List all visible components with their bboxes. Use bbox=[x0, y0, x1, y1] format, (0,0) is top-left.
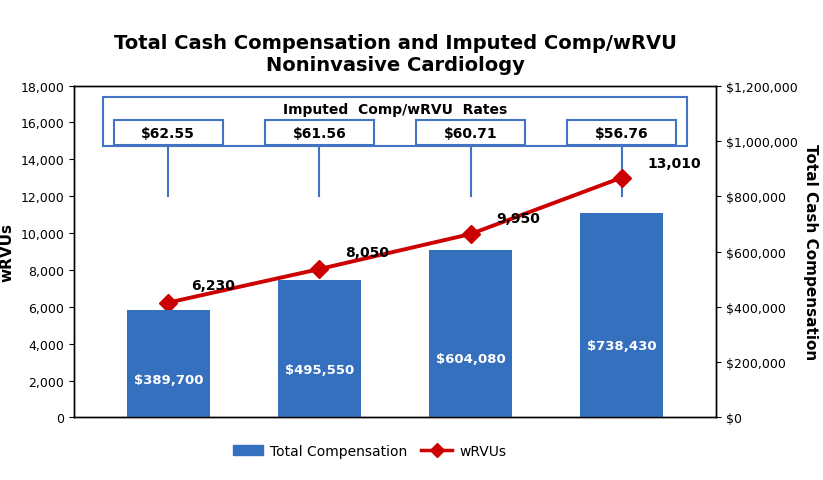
Bar bbox=[416, 121, 525, 145]
Text: $738,430: $738,430 bbox=[587, 340, 657, 353]
Y-axis label: wRVUs: wRVUs bbox=[0, 223, 15, 281]
Bar bbox=[429, 251, 512, 418]
Bar bbox=[127, 310, 210, 418]
Bar bbox=[567, 121, 677, 145]
Bar bbox=[580, 214, 663, 418]
Bar bbox=[114, 121, 223, 145]
Text: $56.76: $56.76 bbox=[595, 126, 649, 140]
Legend: Total Compensation, wRVUs: Total Compensation, wRVUs bbox=[227, 439, 511, 464]
Bar bbox=[265, 121, 374, 145]
Text: $389,700: $389,700 bbox=[133, 373, 203, 386]
Text: $61.56: $61.56 bbox=[292, 126, 346, 140]
Text: $604,080: $604,080 bbox=[435, 353, 505, 366]
Text: $62.55: $62.55 bbox=[142, 126, 195, 140]
Text: $60.71: $60.71 bbox=[444, 126, 497, 140]
Bar bbox=[278, 281, 361, 418]
Text: Total Cash Compensation and Imputed Comp/wRVU
Noninvasive Cardiology: Total Cash Compensation and Imputed Comp… bbox=[114, 34, 677, 74]
Text: 6,230: 6,230 bbox=[191, 278, 235, 292]
Y-axis label: Total Cash Compensation: Total Cash Compensation bbox=[803, 144, 818, 360]
Bar bbox=[103, 97, 687, 147]
Text: Imputed  Comp/wRVU  Rates: Imputed Comp/wRVU Rates bbox=[283, 103, 507, 117]
Text: 9,950: 9,950 bbox=[496, 211, 540, 225]
Text: 13,010: 13,010 bbox=[648, 157, 701, 171]
Text: $495,550: $495,550 bbox=[285, 363, 354, 376]
Text: 8,050: 8,050 bbox=[345, 245, 389, 259]
